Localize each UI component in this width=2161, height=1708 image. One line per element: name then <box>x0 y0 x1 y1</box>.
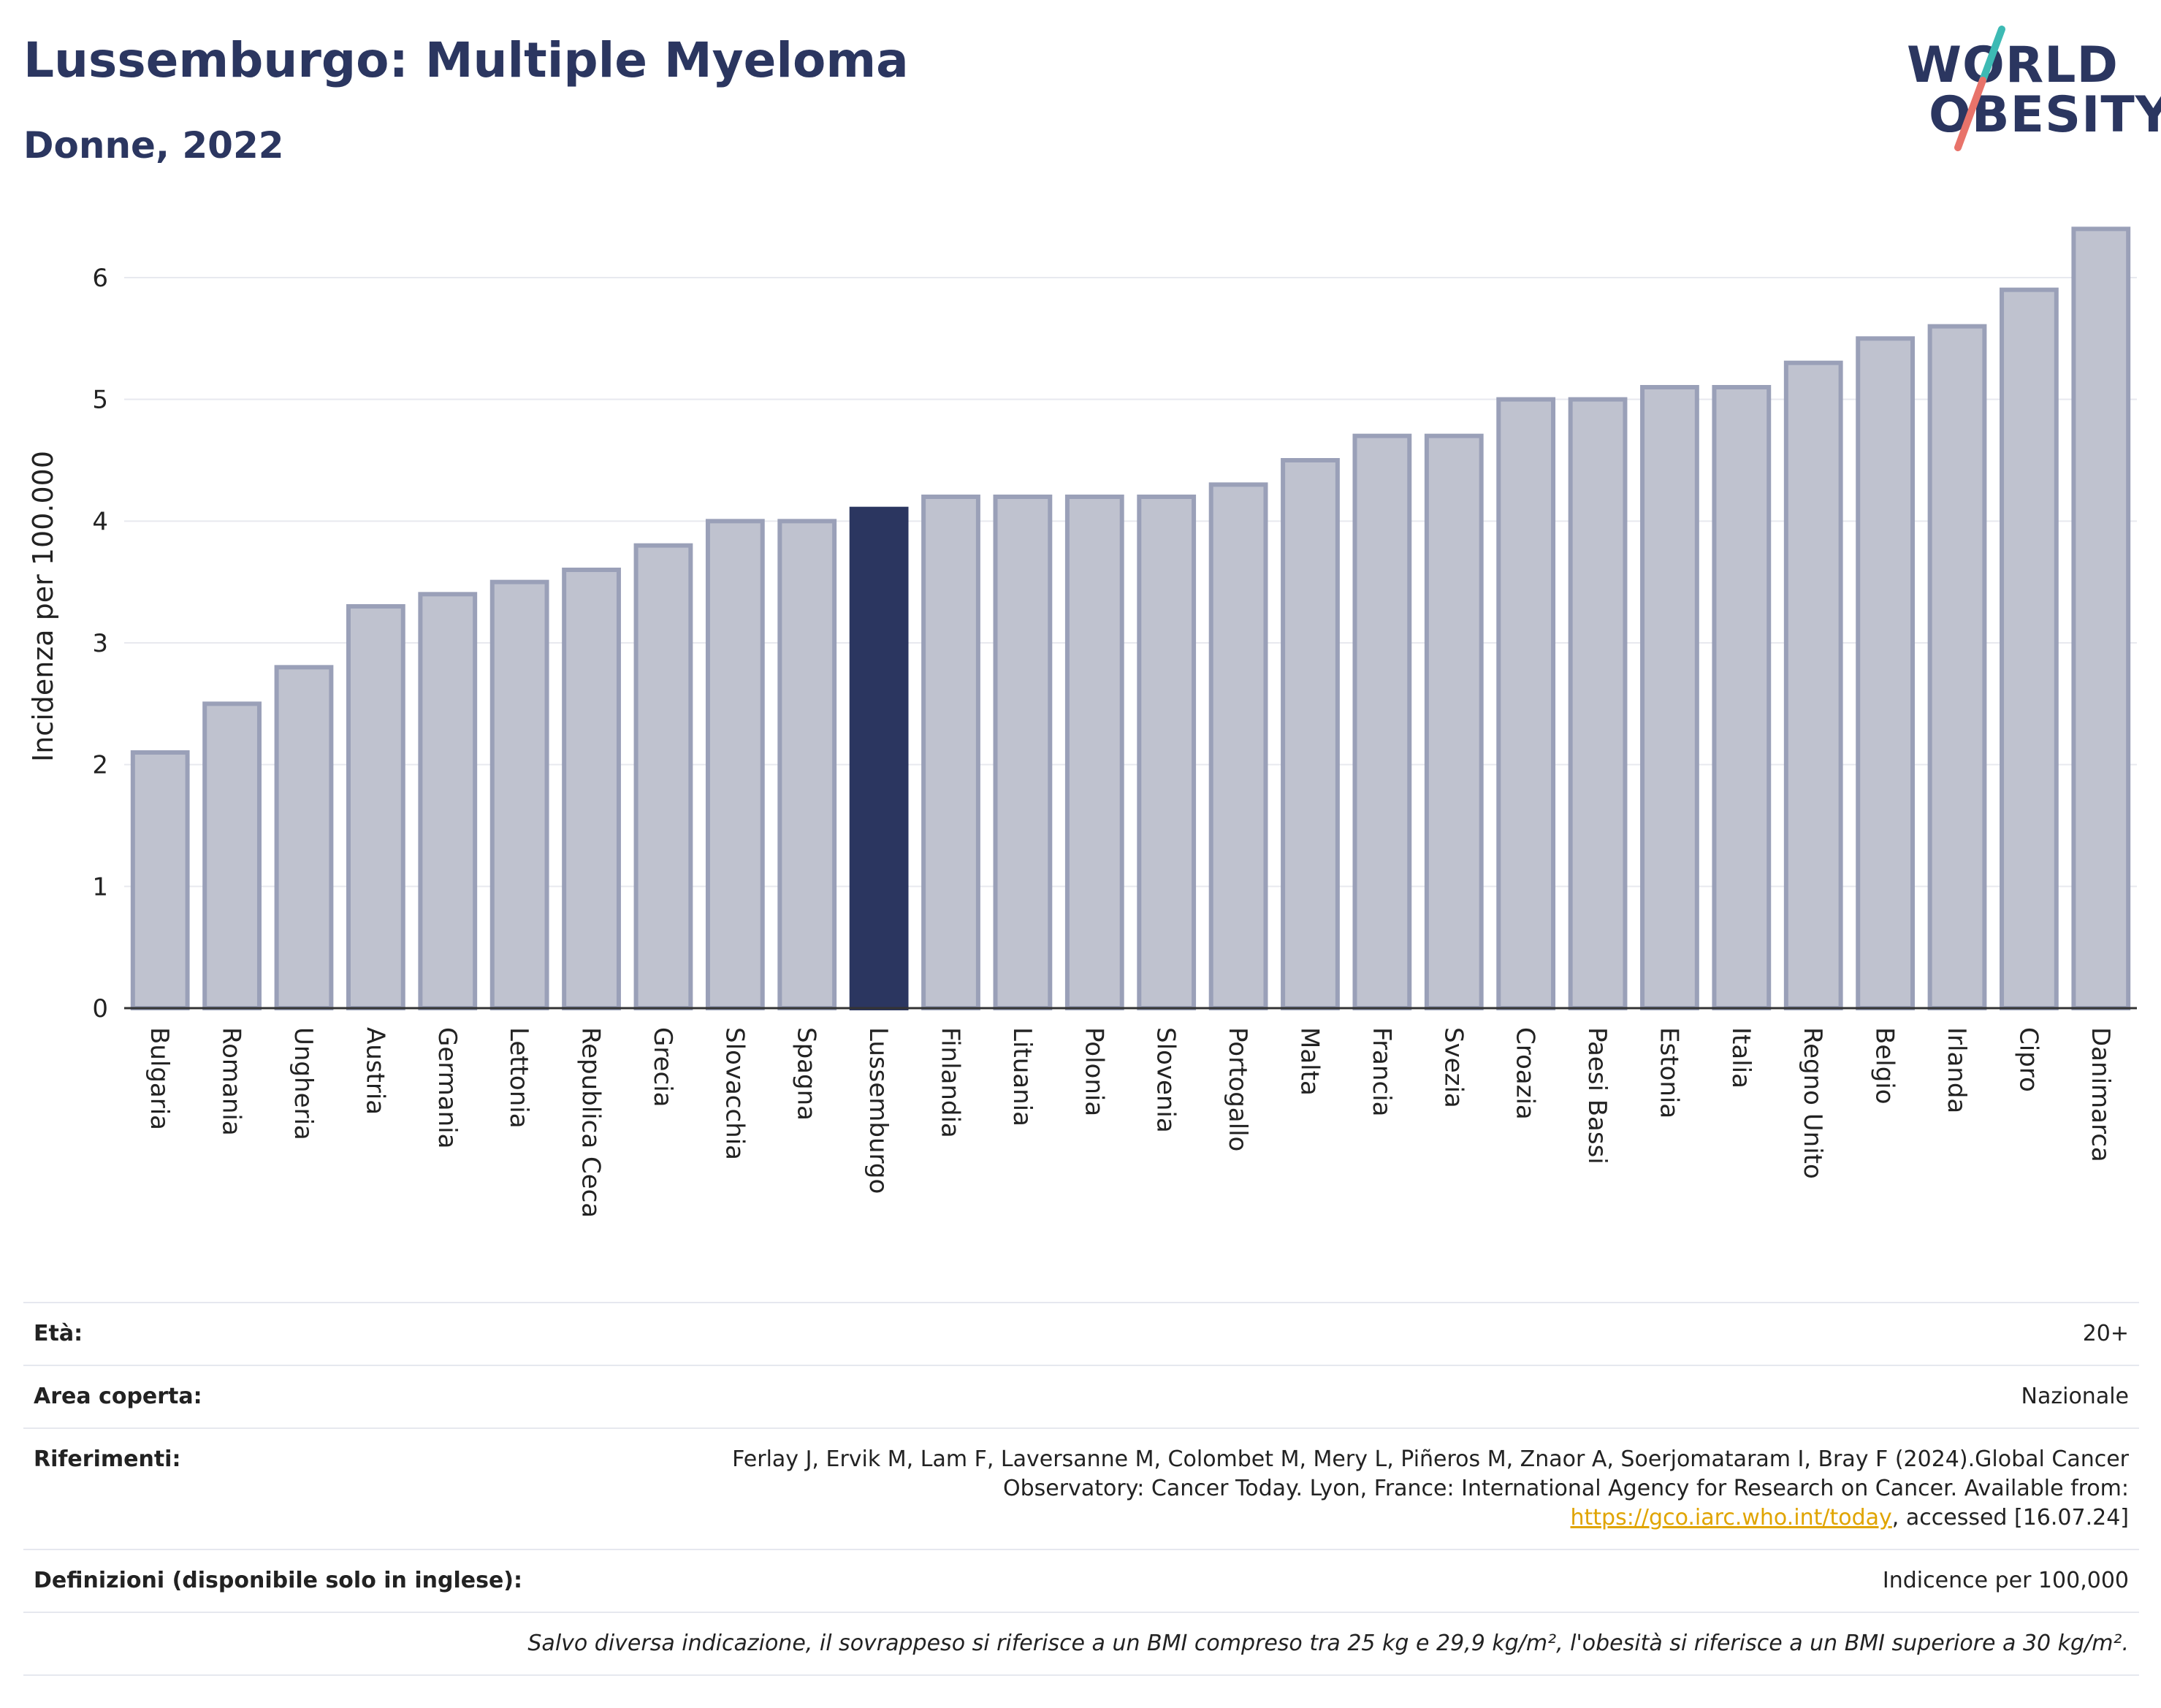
x-tick-label: Spagna <box>792 1027 821 1121</box>
references-accessed: , accessed [16.07.24] <box>1891 1505 2129 1530</box>
bar <box>993 495 1053 1010</box>
bar <box>1640 385 1699 1010</box>
bar <box>705 519 765 1011</box>
x-tick-label: Danimarca <box>2086 1027 2115 1162</box>
x-tick-label: Slovacchia <box>720 1027 749 1160</box>
bar-highlight <box>849 506 909 1010</box>
area-label: Area coperta: <box>34 1384 202 1409</box>
x-tick-label: Lussemburgo <box>864 1027 893 1194</box>
bar <box>489 579 549 1010</box>
x-tick-label: Portogallo <box>1223 1027 1252 1151</box>
x-tick-label: Finlandia <box>936 1027 965 1138</box>
bar <box>633 543 693 1010</box>
x-tick-label: Austria <box>360 1027 389 1115</box>
bar <box>130 750 190 1010</box>
info-row-area: Area coperta: Nazionale <box>23 1365 2139 1427</box>
info-row-note: Salvo diversa indicazione, il sovrappeso… <box>23 1612 2139 1676</box>
x-tick-label: Malta <box>1295 1027 1324 1096</box>
y-tick-label: 4 <box>92 507 108 536</box>
x-tick-label: Romania <box>217 1027 246 1136</box>
x-tick-label: Bulgaria <box>145 1027 174 1130</box>
bar-chart: 0 1 2 3 4 5 6 Incidenza per 100.000 Bulgaria Roma… <box>27 226 2137 1218</box>
area-value: Nazionale <box>2021 1384 2129 1409</box>
x-tick-label: Belgio <box>1870 1027 1899 1105</box>
y-tick-label: 1 <box>92 872 108 901</box>
bar <box>1783 360 1843 1010</box>
logo-word-world: WORLD <box>1907 37 2119 94</box>
x-tick-label: Grecia <box>648 1027 677 1107</box>
bar <box>777 519 837 1011</box>
x-tick-label: Svezia <box>1438 1027 1468 1108</box>
references-text: Ferlay J, Ervik M, Lam F, Laversanne M, … <box>732 1446 2129 1501</box>
bar <box>1064 495 1124 1010</box>
definitions-label: Definizioni (disponibile solo in inglese… <box>34 1568 522 1593</box>
x-tick-label: Estonia <box>1654 1027 1683 1118</box>
info-row-definitions: Definizioni (disponibile solo in inglese… <box>23 1549 2139 1612</box>
references-link[interactable]: https://gco.iarc.who.int/today <box>1570 1505 1892 1530</box>
x-tick-label: Croazia <box>1511 1027 1540 1120</box>
x-tick-label: Germania <box>432 1027 462 1148</box>
x-tick-label: Francia <box>1367 1027 1396 1116</box>
bar <box>1208 482 1268 1011</box>
references-value: Ferlay J, Ervik M, Lam F, Laversanne M, … <box>668 1445 2129 1533</box>
x-tick-label: Lettonia <box>504 1027 533 1129</box>
chart-title: Lussemburgo: Multiple Myeloma <box>23 32 909 88</box>
bar <box>346 604 405 1010</box>
world-obesity-logo: WORLD OBESITY <box>1907 22 2161 153</box>
bar <box>2000 287 2059 1010</box>
y-axis-label: Incidenza per 100.000 <box>27 451 59 762</box>
x-tick-label: Irlanda <box>1942 1027 1971 1113</box>
bar <box>1281 458 1340 1010</box>
bar <box>921 495 980 1010</box>
x-tick-label: Paesi Bassi <box>1582 1027 1612 1164</box>
bar <box>2071 226 2131 1010</box>
x-tick-label: Ungheria <box>289 1027 318 1140</box>
bar <box>1927 324 1987 1010</box>
age-label: Età: <box>34 1321 83 1346</box>
x-tick-label: Regno Unito <box>1798 1027 1827 1179</box>
x-tick-label: Italia <box>1726 1027 1756 1089</box>
y-tick-label: 3 <box>92 629 108 658</box>
bar <box>418 592 478 1010</box>
age-value: 20+ <box>2082 1321 2129 1346</box>
bar <box>1352 433 1412 1010</box>
logo-slash-icon <box>1954 26 2005 151</box>
bar <box>1712 385 1772 1010</box>
info-row-age: Età: 20+ <box>23 1302 2139 1365</box>
x-tick-label: Polonia <box>1079 1027 1108 1116</box>
bar <box>1424 433 1484 1010</box>
chart-subtitle: Donne, 2022 <box>23 124 284 167</box>
bar <box>562 568 621 1010</box>
bar <box>274 665 334 1010</box>
references-label: Riferimenti: <box>34 1446 181 1472</box>
y-tick-label: 5 <box>92 386 108 415</box>
definitions-value: Indicence per 100,000 <box>1882 1568 2129 1593</box>
x-tick-label: Lituania <box>1007 1027 1037 1126</box>
info-row-references: Riferimenti: Ferlay J, Ervik M, Lam F, L… <box>23 1427 2139 1549</box>
y-tick-label: 2 <box>92 751 108 780</box>
y-tick-label: 0 <box>92 994 108 1023</box>
y-tick-label: 6 <box>92 264 108 293</box>
bar <box>1137 495 1197 1010</box>
bar <box>1568 397 1628 1010</box>
x-tick-label: Slovenia <box>1151 1027 1181 1133</box>
bmi-note: Salvo diversa indicazione, il sovrappeso… <box>527 1631 2129 1656</box>
bar <box>1496 397 1556 1010</box>
x-tick-label: Republica Ceca <box>576 1027 606 1218</box>
x-tick-label: Cipro <box>2013 1027 2043 1092</box>
info-table: Età: 20+ Area coperta: Nazionale Riferim… <box>23 1302 2139 1676</box>
bar <box>1856 336 1916 1011</box>
bar <box>202 701 262 1010</box>
